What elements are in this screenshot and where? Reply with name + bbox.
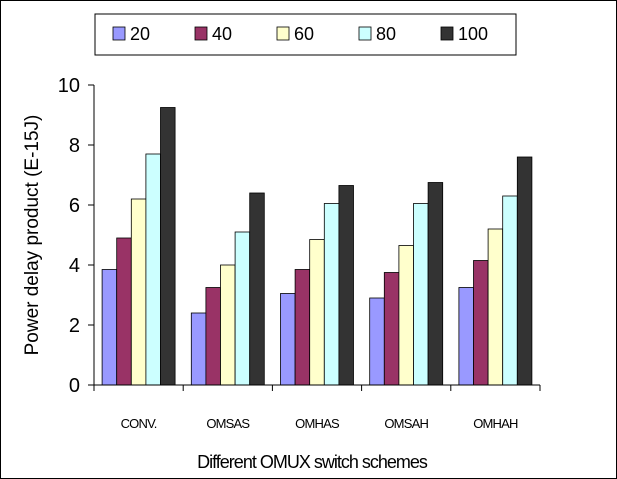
legend-label: 100 bbox=[458, 24, 488, 44]
bar-omhah-80 bbox=[502, 195, 518, 386]
y-ticks: 0 2 4 6 8 10 bbox=[58, 75, 94, 397]
bar-omhas-80 bbox=[323, 203, 340, 386]
legend-swatch bbox=[194, 26, 208, 41]
bar-omhah-20 bbox=[458, 287, 474, 386]
legend-label: 20 bbox=[130, 24, 150, 44]
bar-omsah-80 bbox=[413, 203, 429, 386]
legend-label: 40 bbox=[212, 24, 232, 44]
legend-swatch bbox=[440, 26, 454, 41]
x-tick-label: CONV. bbox=[121, 416, 157, 431]
legend-label: 60 bbox=[294, 24, 314, 44]
x-tick-label: OMSAS bbox=[206, 416, 250, 431]
bar-omsas-80 bbox=[234, 231, 251, 386]
bar-omsas-40 bbox=[205, 287, 221, 386]
bar-group bbox=[101, 107, 533, 386]
bar-conv-20 bbox=[101, 269, 118, 386]
x-ticks: CONV. OMSAS OMHAS OMSAH OMHAH bbox=[93, 385, 541, 431]
bar-omhas-40 bbox=[294, 269, 311, 386]
bar-conv-40 bbox=[116, 237, 132, 386]
bar-omsas-60 bbox=[220, 264, 236, 386]
bar-omsah-20 bbox=[369, 297, 385, 386]
y-tick-label: 4 bbox=[69, 255, 80, 277]
bar-conv-80 bbox=[145, 153, 161, 386]
y-tick-label: 8 bbox=[69, 135, 80, 157]
bar-conv-100 bbox=[160, 107, 176, 386]
legend-label: 80 bbox=[376, 24, 396, 44]
bar-omsas-100 bbox=[249, 192, 265, 386]
x-tick-label: OMSAH bbox=[384, 416, 428, 431]
legend-swatch bbox=[276, 26, 290, 41]
axes bbox=[93, 85, 540, 386]
bar-omhas-20 bbox=[280, 293, 296, 386]
y-axis-label: Power delay product (E-15J) bbox=[22, 115, 43, 356]
bar-omhah-100 bbox=[516, 156, 533, 386]
x-tick-label: OMHAH bbox=[473, 416, 518, 431]
y-tick-label: 10 bbox=[58, 75, 80, 97]
bar-omhah-40 bbox=[473, 260, 489, 386]
x-tick-label: OMHAS bbox=[295, 416, 340, 431]
bar-omsah-100 bbox=[427, 182, 444, 386]
bar-omsas-20 bbox=[190, 312, 207, 386]
x-axis-label: Different OMUX switch schemes bbox=[197, 452, 428, 472]
y-tick-label: 0 bbox=[69, 375, 80, 397]
bar-omhah-60 bbox=[487, 228, 504, 386]
legend-swatch bbox=[358, 26, 372, 41]
bar-omsah-60 bbox=[398, 245, 414, 386]
bar-omhas-60 bbox=[309, 239, 325, 386]
bar-conv-60 bbox=[130, 198, 147, 386]
y-tick-label: 6 bbox=[69, 195, 80, 217]
bar-omhas-100 bbox=[338, 185, 354, 386]
legend: 20 40 60 80 100 bbox=[94, 13, 517, 56]
legend-swatch bbox=[112, 26, 126, 41]
y-tick-label: 2 bbox=[69, 315, 80, 337]
bar-omsah-40 bbox=[383, 272, 400, 386]
